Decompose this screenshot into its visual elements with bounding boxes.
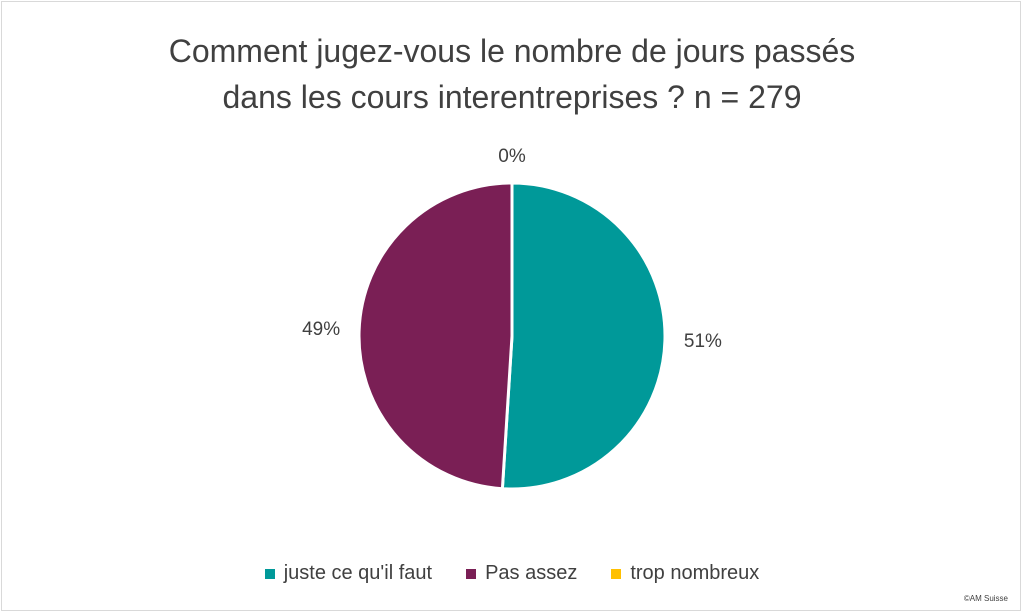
legend-swatch-pas-assez [466, 568, 477, 579]
chart-title: Comment jugez-vous le nombre de jours pa… [2, 28, 1022, 120]
data-label-pas-assez: 49% [302, 319, 340, 340]
legend: juste ce qu'il faut Pas assez trop nombr… [2, 562, 1022, 585]
legend-item-juste: juste ce qu'il faut [264, 562, 433, 585]
data-label-trop-nombreux: 0% [498, 146, 526, 167]
pie-slice-pas-assez [357, 181, 514, 491]
chart-title-line-1: Comment jugez-vous le nombre de jours pa… [168, 33, 856, 69]
legend-label-juste: juste ce qu'il faut [283, 562, 433, 584]
copyright-text: ©AM Suisse [963, 594, 1008, 603]
data-label-juste: 51% [684, 331, 722, 352]
legend-item-pas-assez: Pas assez [466, 562, 577, 585]
legend-item-trop-nombreux: trop nombreux [611, 562, 759, 585]
legend-swatch-trop-nombreux [611, 568, 622, 579]
legend-swatch-juste [264, 568, 275, 579]
pie-slice-juste [500, 181, 667, 491]
legend-label-pas-assez: Pas assez [485, 562, 578, 584]
chart-title-line-2: dans les cours interentreprises ? n = 27… [222, 79, 802, 115]
legend-label-trop-nombreux: trop nombreux [630, 562, 760, 584]
